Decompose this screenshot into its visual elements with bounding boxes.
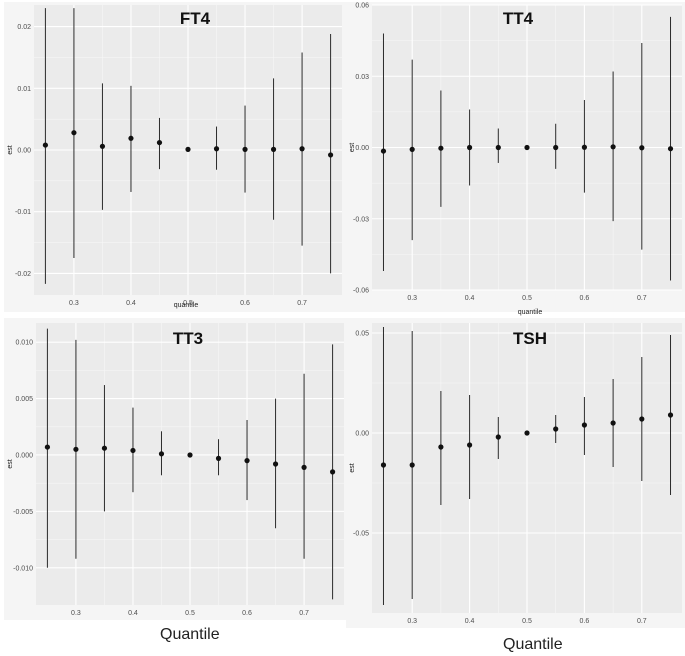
chart-panel-tt3: 0.3 0.4 0.5 0.6 0.7 -0.010 -0.005 0.000 0.005 0.0… <box>4 318 348 620</box>
x-tick-label: 0.3 <box>69 300 79 307</box>
x-tick-label: 0.7 <box>299 610 309 617</box>
chart-panel-tt4: 0.3 0.4 0.5 0.6 0.7 -0.06 -0.03 0.00 0.03 0.06 TT4… <box>346 2 685 316</box>
y-tick-label: 0.01 <box>17 86 31 93</box>
x-tick-label: 0.4 <box>126 300 136 307</box>
estimate-point <box>270 146 277 152</box>
y-tick-label: 0.03 <box>355 74 369 81</box>
y-tick-label: 0.010 <box>15 340 33 347</box>
estimate-point <box>272 461 279 467</box>
estimate-point <box>524 430 530 436</box>
chart-title: FT4 <box>180 9 211 28</box>
y-tick-label: -0.01 <box>15 209 31 216</box>
x-tick-label: 0.5 <box>185 610 195 617</box>
y-tick-label: 0.00 <box>355 145 369 152</box>
estimate-point <box>581 422 588 428</box>
estimate-point <box>299 146 305 152</box>
x-tick-label: 0.3 <box>407 295 417 302</box>
chart-title: TT4 <box>503 9 534 28</box>
estimate-point <box>73 446 79 452</box>
estimate-point <box>466 442 473 448</box>
estimate-point <box>610 144 616 150</box>
y-tick-label: 0.00 <box>17 148 31 155</box>
x-tick-label: 0.6 <box>242 610 252 617</box>
x-tick-label: 0.7 <box>637 295 647 302</box>
estimate-point <box>409 462 415 468</box>
estimate-point <box>213 146 220 152</box>
chart-panel-tsh: 0.3 0.4 0.5 0.6 0.7 -0.05 0.00 0.05 TSH est <box>346 318 685 628</box>
x-tick-label: 0.7 <box>297 300 307 307</box>
x-tick-label: 0.4 <box>465 618 475 625</box>
chart-title: TT3 <box>173 329 203 348</box>
estimate-point <box>438 145 444 151</box>
y-tick-label: 0.06 <box>355 3 369 10</box>
x-tick-label: 0.3 <box>407 618 417 625</box>
estimate-point <box>156 139 163 146</box>
estimate-point <box>185 146 191 152</box>
estimate-point <box>667 146 674 152</box>
estimate-point <box>553 144 559 151</box>
x-tick-label: 0.4 <box>128 610 138 617</box>
y-tick-label: 0.05 <box>355 331 369 338</box>
x-tick-label: 0.7 <box>637 618 647 625</box>
estimate-point <box>409 146 415 152</box>
estimate-point <box>610 420 616 426</box>
estimate-point <box>380 462 387 468</box>
estimate-point <box>301 464 307 470</box>
estimate-point <box>639 416 645 422</box>
y-axis-label: est <box>349 143 356 152</box>
estimate-point <box>187 452 193 458</box>
estimate-point <box>44 444 51 450</box>
bottom-label-right: Quantile <box>503 636 563 653</box>
x-tick-label: 0.6 <box>580 295 590 302</box>
estimate-point <box>380 148 387 154</box>
x-tick-label: 0.5 <box>183 300 193 307</box>
estimate-point <box>581 144 588 150</box>
y-tick-label: 0.02 <box>17 24 31 31</box>
estimate-point <box>329 469 336 475</box>
y-tick-label: -0.03 <box>353 216 369 223</box>
x-tick-label: 0.6 <box>580 618 590 625</box>
x-tick-label: 0.5 <box>522 618 532 625</box>
y-tick-label: -0.05 <box>353 531 369 538</box>
chart-title: TSH <box>513 329 547 348</box>
estimate-point <box>242 146 248 152</box>
estimate-point <box>244 458 250 464</box>
estimate-point <box>667 412 674 418</box>
chart-panel-ft4: 0.3 0.4 0.5 0.6 0.7 -0.02 -0.01 0.00 0.01 0.02 FT4… <box>4 2 348 312</box>
estimate-point <box>438 444 444 450</box>
estimate-point <box>42 142 49 148</box>
x-tick-label: 0.6 <box>240 300 250 307</box>
estimate-point <box>158 451 165 457</box>
estimate-point <box>71 130 77 136</box>
y-tick-label: 0.005 <box>15 396 33 403</box>
estimate-point <box>128 135 134 141</box>
estimate-point <box>99 143 106 149</box>
y-axis-label: est <box>349 463 356 472</box>
estimate-point <box>495 434 501 440</box>
y-tick-label: -0.005 <box>13 509 33 516</box>
estimate-point <box>639 145 645 151</box>
estimate-point <box>553 426 559 432</box>
y-tick-label: 0.00 <box>355 431 369 438</box>
x-axis-label: quantile <box>518 309 543 316</box>
x-axis-label: quantile <box>174 302 199 309</box>
y-axis-label: est <box>7 459 14 468</box>
bottom-label-left: Quantile <box>160 626 220 643</box>
estimate-point <box>495 144 501 151</box>
y-tick-label: 0.000 <box>15 452 33 459</box>
estimate-point <box>130 447 136 454</box>
estimate-point <box>466 144 473 151</box>
estimate-point <box>327 152 334 158</box>
x-tick-label: 0.3 <box>71 610 81 617</box>
y-tick-label: -0.010 <box>13 565 33 572</box>
estimate-point <box>215 455 222 461</box>
estimate-point <box>524 144 530 151</box>
y-tick-label: -0.06 <box>353 288 369 295</box>
y-tick-label: -0.02 <box>15 271 31 278</box>
x-tick-label: 0.4 <box>465 295 475 302</box>
x-tick-label: 0.5 <box>522 295 532 302</box>
estimate-point <box>101 445 108 451</box>
y-axis-label: est <box>7 145 14 154</box>
